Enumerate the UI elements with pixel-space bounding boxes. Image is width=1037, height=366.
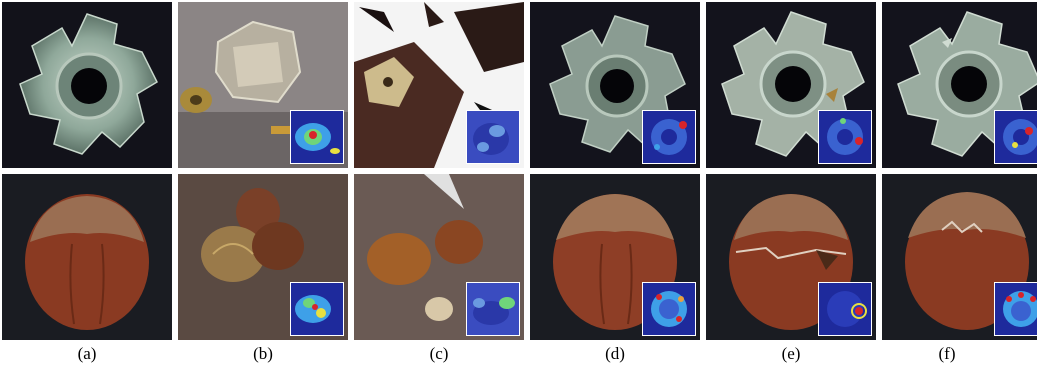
panel-d-nut (530, 2, 700, 168)
nut-image (19, 13, 158, 155)
caption-d: (d) (605, 344, 625, 363)
anomaly-heatmap (290, 282, 344, 336)
panel-f-nut (882, 2, 1037, 168)
caption-a: (a) (77, 344, 97, 363)
panel-c-nut (354, 2, 524, 168)
anomaly-heatmap (818, 110, 872, 164)
nut-image (178, 2, 348, 168)
caption-c: (c) (429, 344, 449, 363)
caption-b: (b) (253, 344, 273, 363)
nut-image (354, 2, 524, 168)
panel-d-hazelnut (530, 174, 700, 340)
caption-e: (e) (781, 344, 801, 363)
panel-b-hazelnut (178, 174, 348, 340)
anomaly-heatmap (290, 110, 344, 164)
anomaly-heatmap (466, 282, 520, 336)
panel-a-nut-original (2, 2, 172, 168)
anomaly-heatmap (994, 282, 1037, 336)
anomaly-heatmap (818, 282, 872, 336)
anomaly-heatmap (642, 110, 696, 164)
panel-e-hazelnut (706, 174, 876, 340)
anomaly-heatmap (994, 110, 1037, 164)
anomaly-heatmap (642, 282, 696, 336)
panel-b-nut (178, 2, 348, 168)
panel-a-hazelnut-original (2, 174, 172, 340)
caption-f: (f) (938, 344, 956, 363)
panel-e-nut (706, 2, 876, 168)
anomaly-heatmap (466, 110, 520, 164)
hazelnut-image (25, 194, 149, 330)
panel-c-hazelnut (354, 174, 524, 340)
panel-f-hazelnut (882, 174, 1037, 340)
